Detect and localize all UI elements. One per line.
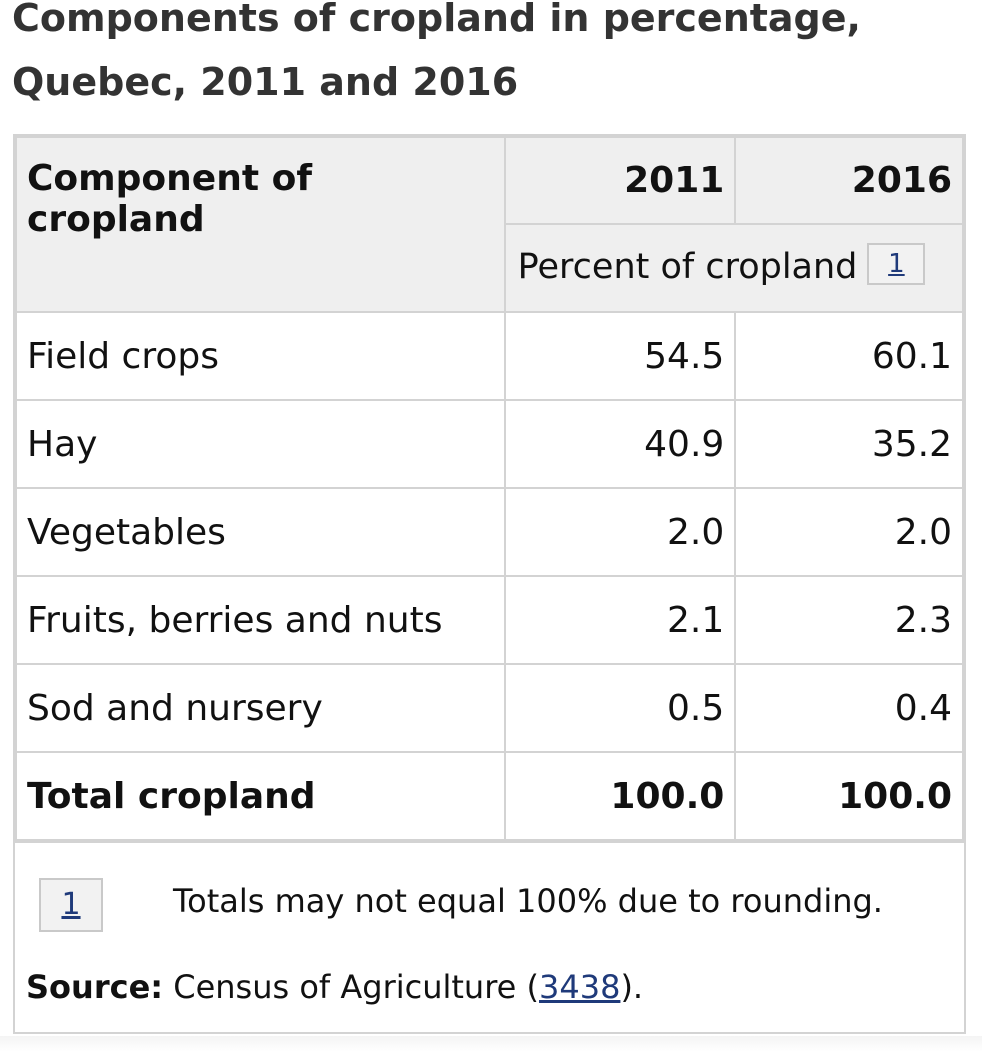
row-component: Field crops [15,311,506,401]
row-component: Total cropland [15,751,506,841]
row-value-2016: 100.0 [734,751,964,841]
row-value-2016: 0.4 [734,663,964,753]
table-row: Sod and nursery 0.5 0.4 [15,663,964,753]
row-component: Vegetables [15,487,506,577]
row-value-2016: 2.3 [734,575,964,665]
row-value-2011: 0.5 [503,663,737,753]
footnote-link-1[interactable]: 1 [867,243,926,285]
column-header-2016: 2016 [734,136,964,225]
row-component: Fruits, berries and nuts [15,575,506,665]
row-value-2011: 40.9 [503,399,737,489]
table-row: Vegetables 2.0 2.0 [15,487,964,577]
row-value-2016: 2.0 [734,487,964,577]
row-value-2011: 2.1 [503,575,737,665]
unit-header: Percent of cropland 1 [503,223,965,313]
row-component: Hay [15,399,506,489]
row-value-2011: 2.0 [503,487,737,577]
footnote-return-link-1[interactable]: 1 [39,878,103,932]
table-row-total: Total cropland 100.0 100.0 [15,751,964,841]
source-label: Source: [26,968,164,1006]
table-row: Hay 40.9 35.2 [15,399,964,489]
source-link[interactable]: 3438 [539,968,621,1006]
unit-label: Percent of cropland [517,247,858,287]
row-value-2011: 100.0 [503,751,737,841]
bottom-shadow [0,1036,982,1052]
column-header-component: Component of cropland [15,136,506,313]
footnote-text: Totals may not equal 100% due to roundin… [173,882,883,920]
row-value-2016: 35.2 [734,399,964,489]
table-row: Fruits, berries and nuts 2.1 2.3 [15,575,964,665]
row-value-2016: 60.1 [734,311,964,401]
table-footer: 1 Totals may not equal 100% due to round… [13,836,966,1034]
row-component: Sod and nursery [15,663,506,753]
column-header-2011: 2011 [503,136,737,225]
source-line: Source: Census of Agriculture (3438). [26,968,643,1006]
source-text-end: ). [620,968,644,1006]
page-title: Components of cropland in percentage, Qu… [12,0,861,104]
table-row: Field crops 54.5 60.1 [15,311,964,401]
row-value-2011: 54.5 [503,311,737,401]
cropland-table: Component of cropland 2011 2016 Percent … [13,134,966,843]
source-text: Census of Agriculture ( [173,968,539,1006]
